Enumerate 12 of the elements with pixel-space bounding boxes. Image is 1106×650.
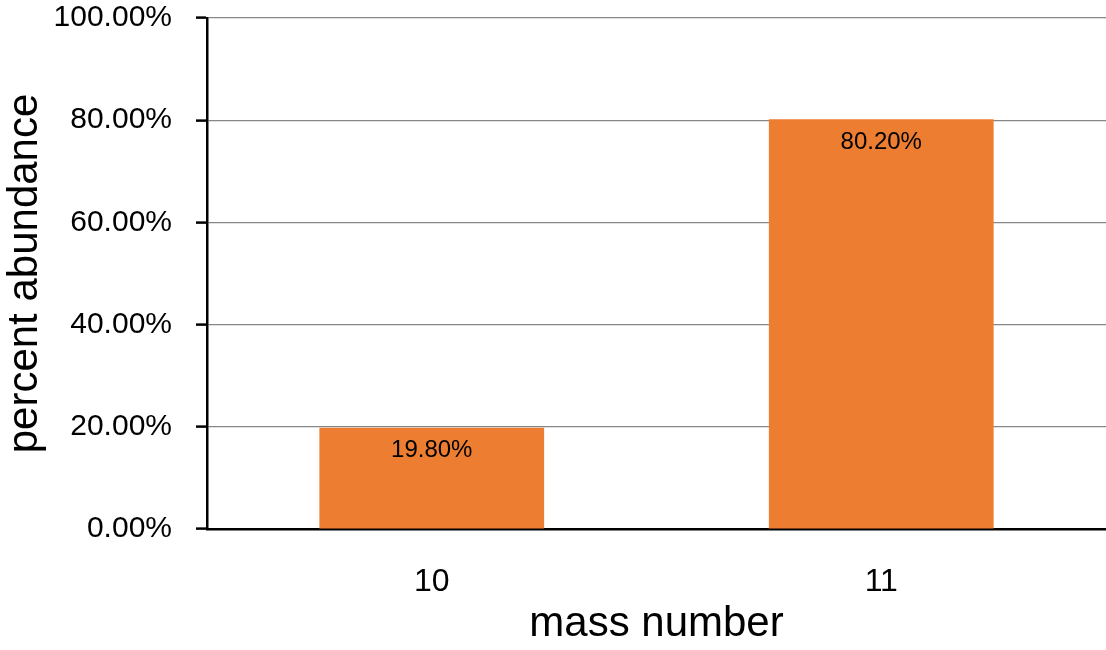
y-tick-label: 20.00% bbox=[70, 408, 172, 442]
x-tick-label: 10 bbox=[413, 562, 450, 599]
y-tick-label: 60.00% bbox=[70, 203, 172, 237]
y-tick-label: 40.00% bbox=[70, 305, 172, 339]
y-tick-label: 80.00% bbox=[70, 101, 172, 135]
x-axis-title: mass number bbox=[529, 598, 784, 646]
x-tick-label: 11 bbox=[864, 562, 898, 599]
data-label: 19.80% bbox=[391, 435, 473, 463]
y-tick-label: 100.00% bbox=[53, 0, 172, 33]
data-label: 80.20% bbox=[840, 126, 922, 154]
y-axis-title: percent abundance bbox=[0, 93, 46, 454]
y-tick-label: 0.00% bbox=[86, 510, 172, 544]
